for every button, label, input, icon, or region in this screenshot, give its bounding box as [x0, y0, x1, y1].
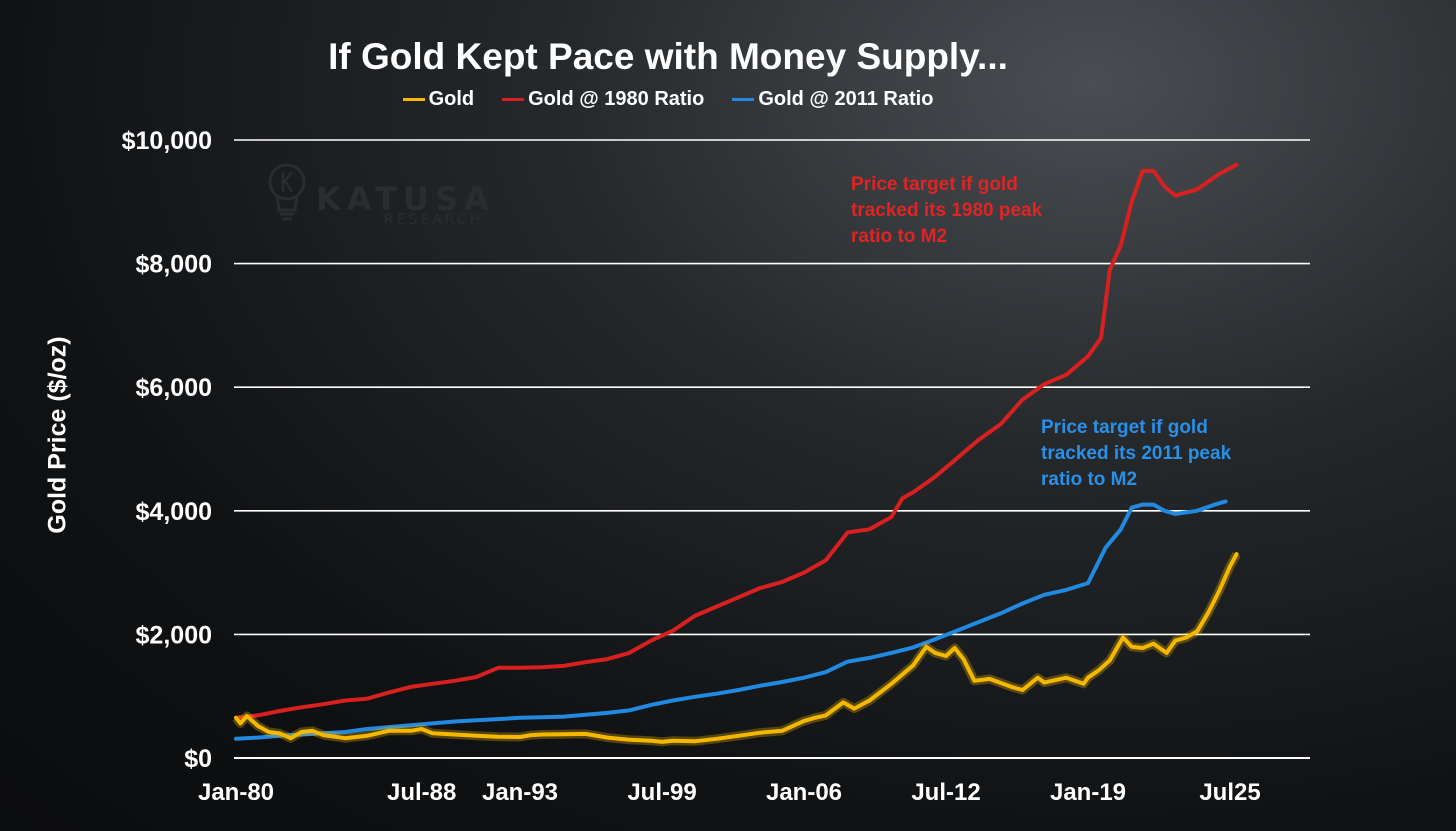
y-tick-label-3: $6,000: [136, 374, 212, 402]
y-tick-label-4: $8,000: [136, 251, 212, 279]
y-tick-label-2: $4,000: [136, 498, 212, 526]
katusa-logo: KATUSA RESEARCH: [262, 158, 502, 228]
annotation-2011: Price target if gold tracked its 2011 pe…: [1041, 415, 1231, 493]
annotation-2011-line-3: ratio to M2: [1041, 469, 1138, 490]
legend-label-gold-2011: Gold @ 2011 Ratio: [758, 88, 934, 110]
series-lines: [232, 162, 1241, 747]
annotation-1980-line-1: Price target if gold: [851, 174, 1018, 195]
series-line-gold: [234, 552, 1239, 744]
logo-subtext: RESEARCH: [384, 212, 484, 228]
chart-title: If Gold Kept Pace with Money Supply...: [328, 36, 1008, 77]
x-tick-label-0: Jan-80: [198, 779, 274, 806]
grid-lines: [234, 139, 1310, 759]
x-tick-label-5: Jul-12: [911, 779, 980, 806]
series-line-gold-2011: [234, 499, 1228, 741]
annotation-2011-line-2: tracked its 2011 peak: [1041, 443, 1232, 464]
lightbulb-icon: [268, 163, 306, 221]
annotation-1980-line-2: tracked its 1980 peak: [851, 200, 1043, 221]
x-tick-label-4: Jan-06: [766, 779, 842, 806]
logo-text: KATUSA: [316, 180, 495, 218]
annotation-2011-line-1: Price target if gold: [1041, 417, 1208, 438]
x-tick-label-7: Jul25: [1199, 779, 1260, 806]
x-tick-label-3: Jul-99: [627, 779, 696, 806]
x-tick-label-6: Jan-19: [1050, 779, 1126, 806]
legend-label-gold-1980: Gold @ 1980 Ratio: [528, 88, 705, 110]
x-tick-label-2: Jan-93: [482, 779, 558, 806]
y-tick-label-1: $2,000: [136, 621, 212, 649]
legend-item-gold-2011: Gold @ 2011 Ratio: [732, 88, 933, 111]
y-tick-label-0: $0: [184, 745, 212, 773]
legend: Gold Gold @ 1980 Ratio Gold @ 2011 Ratio: [0, 88, 1336, 111]
y-tick-labels: $0 $2,000 $4,000 $6,000 $8,000 $10,000: [122, 127, 212, 773]
y-tick-label-5: $10,000: [122, 127, 212, 155]
annotation-1980-line-3: ratio to M2: [851, 226, 948, 247]
annotation-1980: Price target if gold tracked its 1980 pe…: [851, 172, 1042, 250]
x-tick-labels: Jan-80 Jul-88 Jan-93 Jul-99 Jan-06 Jul-12 Jan-…: [198, 779, 1261, 806]
series-line-gold-1980: [234, 162, 1239, 720]
legend-item-gold-1980: Gold @ 1980 Ratio: [502, 88, 704, 111]
legend-swatch-gold: [402, 98, 425, 101]
legend-swatch-gold-2011: [732, 98, 755, 101]
legend-swatch-gold-1980: [502, 98, 525, 101]
legend-label-gold: Gold: [428, 88, 475, 110]
x-tick-label-1: Jul-88: [387, 779, 456, 806]
legend-item-gold: Gold: [402, 88, 475, 111]
